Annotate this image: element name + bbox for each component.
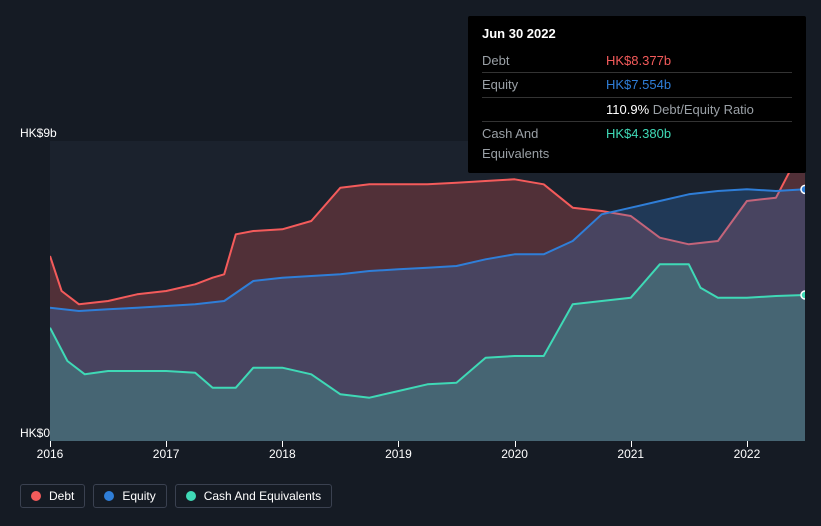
- tooltip-row-label: Cash And Equivalents: [482, 124, 606, 163]
- tooltip-row: 110.9% Debt/Equity Ratio: [482, 98, 792, 123]
- x-tick-label: 2019: [385, 447, 412, 461]
- x-tick-mark: [631, 441, 632, 447]
- tooltip-row: DebtHK$8.377b: [482, 49, 792, 74]
- x-tick-mark: [398, 441, 399, 447]
- y-axis-min-label: HK$0: [20, 426, 50, 440]
- x-tick-label: 2018: [269, 447, 296, 461]
- legend-swatch: [31, 491, 41, 501]
- legend-item-equity[interactable]: Equity: [93, 484, 166, 508]
- tooltip-row: Cash And EquivalentsHK$4.380b: [482, 122, 792, 165]
- x-tick-label: 2021: [617, 447, 644, 461]
- tooltip-row: EquityHK$7.554b: [482, 73, 792, 98]
- x-tick-mark: [747, 441, 748, 447]
- legend-swatch: [104, 491, 114, 501]
- chart-plot-area[interactable]: [50, 141, 805, 441]
- tooltip-row-label: [482, 100, 606, 120]
- x-tick-mark: [50, 441, 51, 447]
- series-equity-end-marker: [801, 185, 805, 193]
- tooltip-row-label: Debt: [482, 51, 606, 71]
- y-axis-max-label: HK$9b: [20, 126, 57, 140]
- tooltip-row-value: HK$8.377b: [606, 51, 671, 71]
- tooltip-row-value: HK$4.380b: [606, 124, 671, 163]
- x-tick-label: 2020: [501, 447, 528, 461]
- x-tick-mark: [166, 441, 167, 447]
- x-tick-mark: [282, 441, 283, 447]
- legend-item-cash-and-equivalents[interactable]: Cash And Equivalents: [175, 484, 332, 508]
- tooltip-row-value: 110.9% Debt/Equity Ratio: [606, 100, 754, 120]
- x-tick-label: 2022: [734, 447, 761, 461]
- tooltip-date: Jun 30 2022: [482, 24, 792, 47]
- x-axis: 2016 2017 2018 2019 2020 2021 2022: [0, 447, 821, 467]
- legend-swatch: [186, 491, 196, 501]
- legend-item-debt[interactable]: Debt: [20, 484, 85, 508]
- legend-label: Cash And Equivalents: [204, 489, 321, 503]
- legend-label: Equity: [122, 489, 155, 503]
- financials-chart: Jun 30 2022 DebtHK$8.377bEquityHK$7.554b…: [0, 0, 821, 526]
- chart-legend: Debt Equity Cash And Equivalents: [20, 484, 332, 508]
- legend-label: Debt: [49, 489, 74, 503]
- x-tick-label: 2017: [153, 447, 180, 461]
- chart-tooltip: Jun 30 2022 DebtHK$8.377bEquityHK$7.554b…: [468, 16, 806, 173]
- tooltip-row-value: HK$7.554b: [606, 75, 671, 95]
- tooltip-row-label: Equity: [482, 75, 606, 95]
- x-tick-mark: [515, 441, 516, 447]
- series-cash-end-marker: [801, 291, 805, 299]
- x-tick-label: 2016: [37, 447, 64, 461]
